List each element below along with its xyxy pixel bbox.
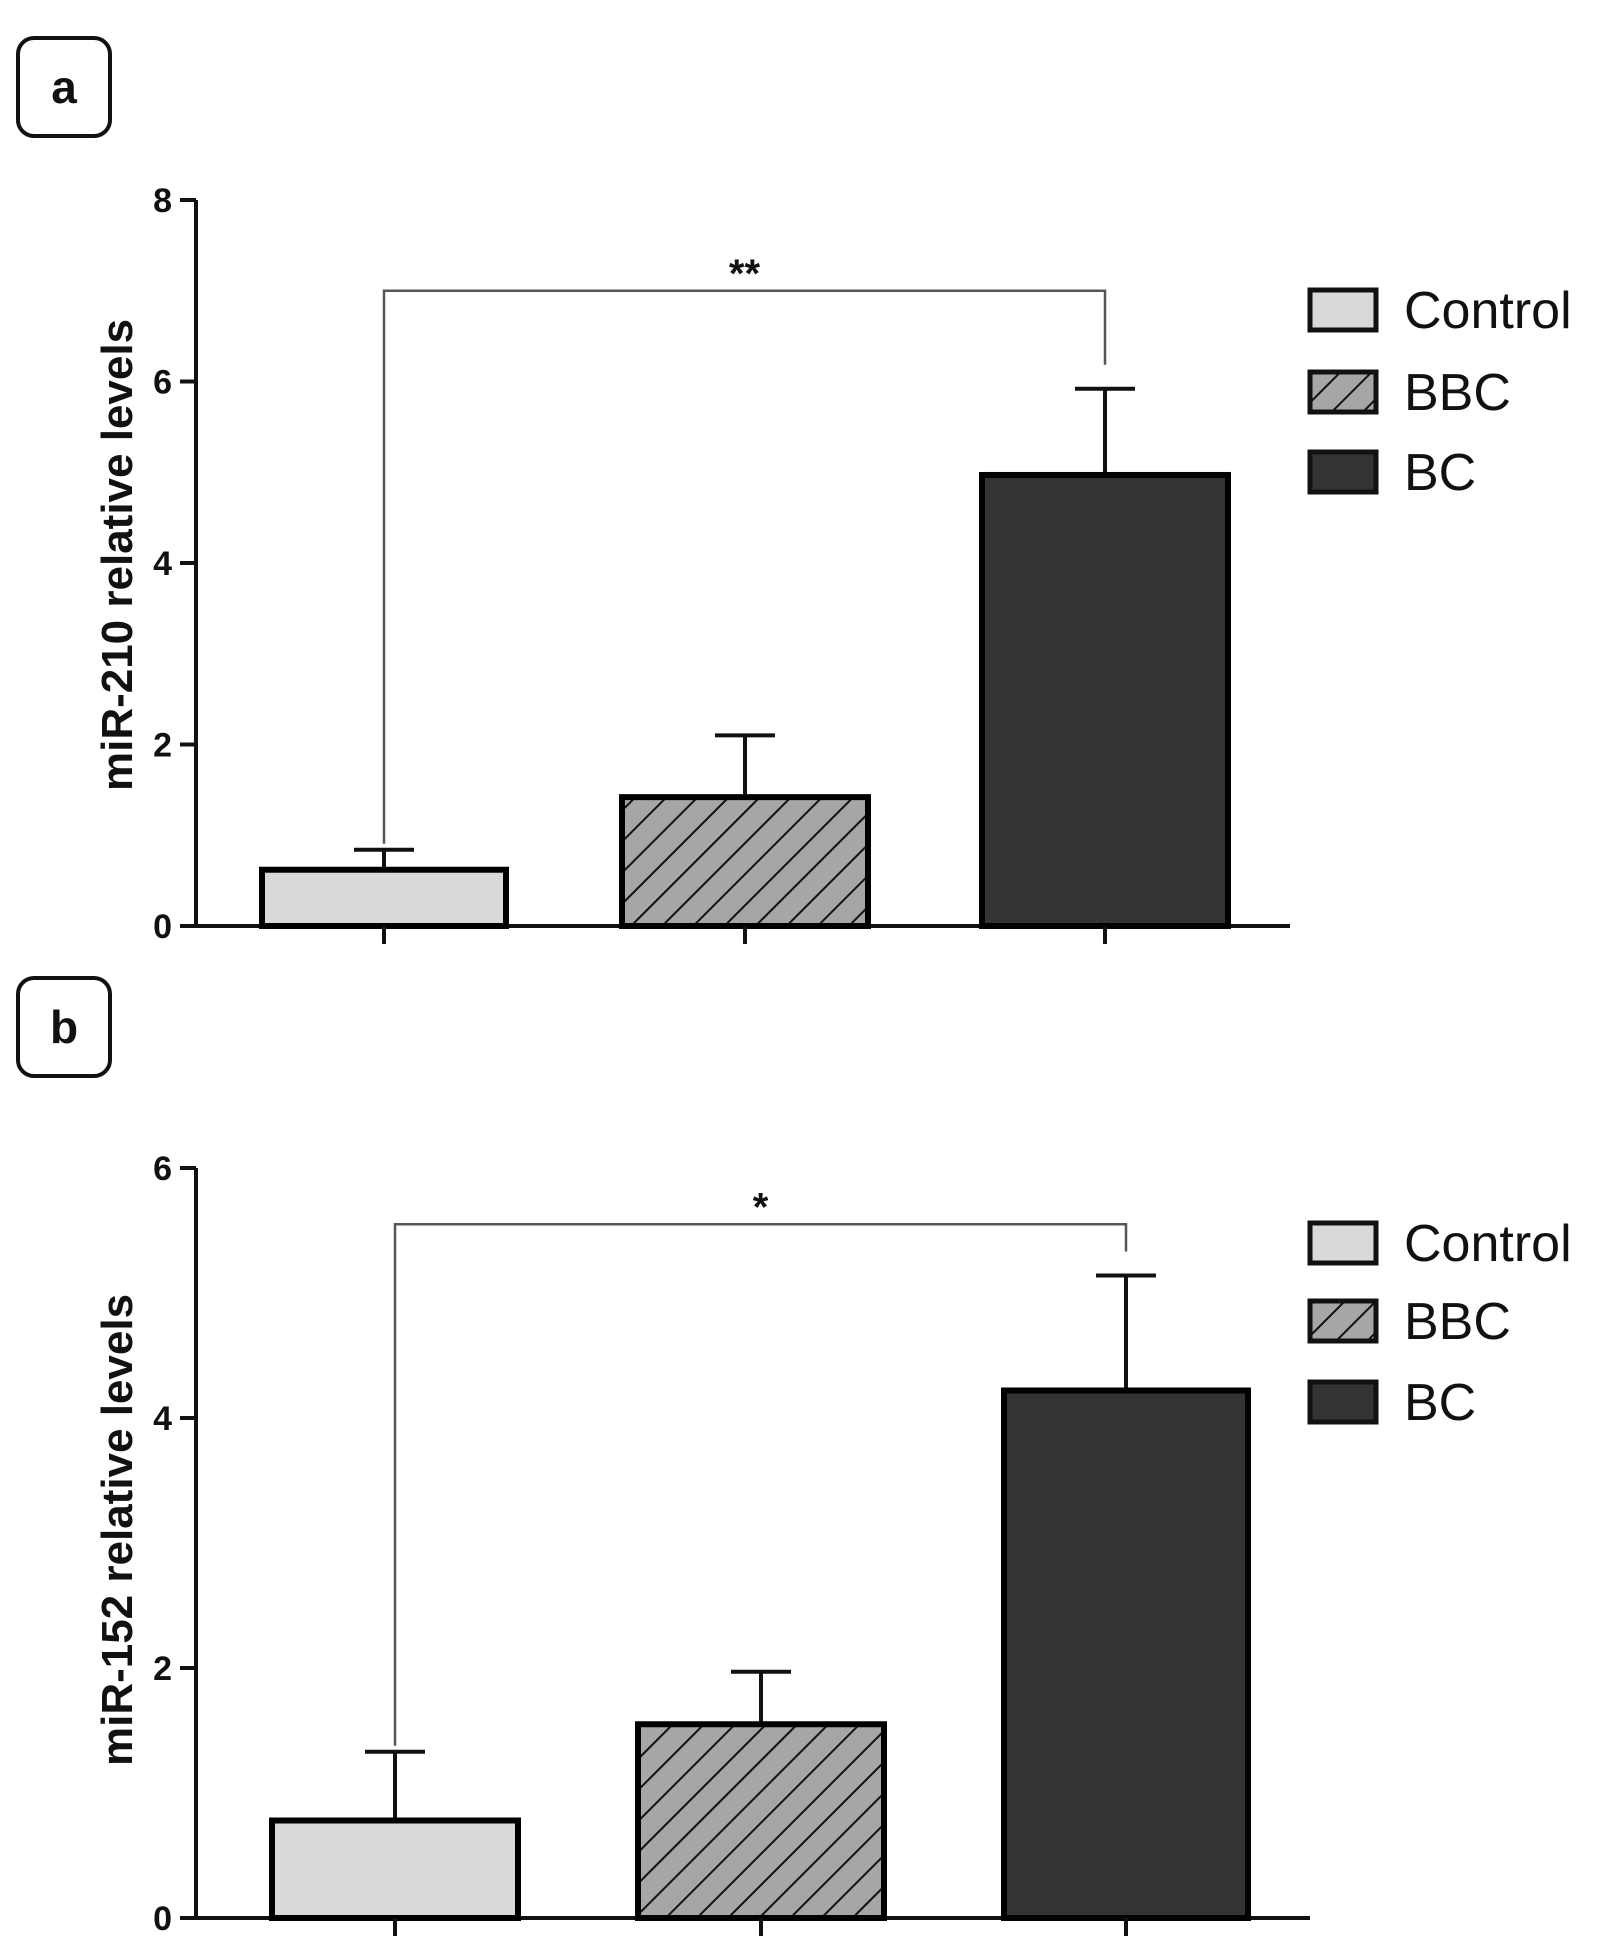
- y-tick-label: 4: [153, 545, 172, 583]
- y-axis-label: miR-152 relative levels: [93, 1294, 142, 1766]
- y-tick-label: 6: [153, 1150, 172, 1188]
- y-tick-label: 4: [153, 1400, 172, 1438]
- legend-label-bbc: BBC: [1404, 1293, 1511, 1351]
- bar-bbc: [619, 794, 871, 930]
- panel-label: b: [50, 1001, 78, 1053]
- legend-swatch-control: [1307, 1220, 1379, 1266]
- legend: Control BBC BC: [1307, 282, 1572, 502]
- legend-label-bc: BC: [1404, 1374, 1476, 1432]
- significance-label: *: [753, 1185, 769, 1229]
- legend-label-control: Control: [1404, 1215, 1572, 1273]
- legend-swatch-bbc: [1307, 369, 1379, 415]
- y-tick-label: 6: [153, 364, 172, 402]
- bar-bc: [979, 471, 1231, 929]
- panel-a: a miR-210 relative levels 0 2 4 6 8 ** Contro…: [16, 36, 1572, 946]
- legend-label-control: Control: [1404, 282, 1572, 340]
- y-tick-label: 2: [153, 1650, 172, 1688]
- y-axis-label: miR-210 relative levels: [93, 319, 142, 791]
- legend-label-bbc: BBC: [1404, 364, 1511, 422]
- bar-bbc: [635, 1721, 887, 1921]
- panel-label-box: [16, 36, 112, 138]
- y-tick-label: 8: [153, 182, 172, 220]
- bar-control: [269, 1817, 521, 1921]
- legend-swatch-bc: [1307, 449, 1379, 495]
- bar-control: [259, 866, 509, 929]
- legend-swatch-bbc: [1307, 1298, 1379, 1344]
- panel-label-box: [16, 976, 112, 1078]
- legend-swatch-control: [1307, 287, 1379, 333]
- significance-bracket: [382, 289, 1107, 844]
- panel-label: a: [51, 61, 77, 113]
- significance-bracket: [393, 1223, 1128, 1746]
- significance-label: **: [729, 252, 761, 296]
- y-tick-label: 2: [153, 727, 172, 765]
- bar-bc: [1001, 1387, 1251, 1921]
- y-tick-label: 0: [153, 908, 172, 946]
- legend: Control BBC BC: [1307, 1215, 1572, 1432]
- y-tick-label: 0: [153, 1900, 172, 1938]
- panel-b: b miR-152 relative levels 0 2 4 6 * Control B…: [16, 976, 1572, 1938]
- plot-area: 0 2 4 6 8 **: [153, 182, 1290, 946]
- legend-label-bc: BC: [1404, 444, 1476, 502]
- plot-area: 0 2 4 6 *: [153, 1150, 1310, 1938]
- legend-swatch-bc: [1307, 1379, 1379, 1425]
